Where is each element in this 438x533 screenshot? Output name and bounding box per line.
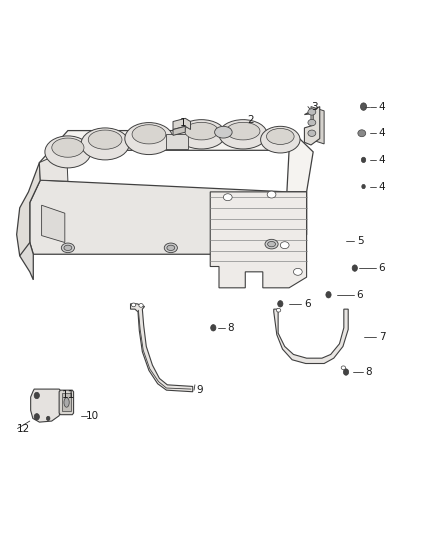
- Polygon shape: [20, 216, 33, 280]
- Ellipse shape: [219, 119, 267, 149]
- Ellipse shape: [226, 122, 260, 140]
- Ellipse shape: [223, 193, 232, 200]
- Circle shape: [34, 392, 39, 399]
- Ellipse shape: [308, 119, 316, 126]
- Polygon shape: [39, 131, 313, 192]
- Ellipse shape: [45, 136, 91, 168]
- Text: 11: 11: [62, 391, 75, 400]
- Text: 12: 12: [17, 424, 30, 433]
- Polygon shape: [62, 393, 71, 411]
- Ellipse shape: [267, 191, 276, 198]
- Ellipse shape: [139, 304, 143, 307]
- Polygon shape: [17, 163, 40, 256]
- Ellipse shape: [52, 138, 84, 157]
- Circle shape: [352, 265, 357, 271]
- Circle shape: [362, 184, 365, 189]
- Polygon shape: [311, 107, 324, 144]
- Ellipse shape: [61, 243, 74, 253]
- Circle shape: [360, 103, 367, 110]
- Polygon shape: [59, 390, 74, 415]
- Text: 3: 3: [311, 102, 318, 111]
- Text: 4: 4: [378, 182, 385, 191]
- Ellipse shape: [132, 125, 166, 144]
- Circle shape: [278, 301, 283, 307]
- Ellipse shape: [341, 366, 346, 370]
- Ellipse shape: [64, 245, 72, 251]
- Ellipse shape: [265, 239, 278, 249]
- Circle shape: [46, 416, 50, 421]
- Polygon shape: [31, 389, 61, 422]
- Polygon shape: [210, 192, 307, 288]
- Ellipse shape: [308, 130, 316, 136]
- Ellipse shape: [215, 126, 232, 138]
- Ellipse shape: [261, 126, 300, 153]
- Ellipse shape: [131, 303, 136, 307]
- Text: 6: 6: [357, 290, 364, 300]
- Ellipse shape: [185, 122, 218, 140]
- Text: 8: 8: [227, 323, 234, 333]
- Polygon shape: [42, 205, 65, 243]
- Ellipse shape: [308, 109, 316, 115]
- Text: 4: 4: [378, 102, 385, 111]
- Ellipse shape: [64, 398, 69, 407]
- Ellipse shape: [276, 308, 281, 312]
- Circle shape: [34, 414, 39, 420]
- Ellipse shape: [280, 242, 289, 248]
- Text: 4: 4: [378, 128, 385, 138]
- Text: 6: 6: [378, 263, 385, 273]
- Ellipse shape: [358, 130, 366, 136]
- Ellipse shape: [293, 269, 302, 275]
- Ellipse shape: [167, 245, 175, 251]
- Polygon shape: [30, 180, 307, 254]
- Circle shape: [326, 292, 331, 298]
- Text: 10: 10: [86, 411, 99, 421]
- Text: 2: 2: [247, 115, 254, 125]
- Ellipse shape: [125, 123, 173, 155]
- Circle shape: [211, 325, 216, 331]
- Ellipse shape: [268, 241, 276, 247]
- Ellipse shape: [164, 243, 177, 253]
- Circle shape: [361, 157, 366, 163]
- Polygon shape: [173, 118, 191, 130]
- Ellipse shape: [81, 128, 129, 160]
- Circle shape: [343, 369, 349, 375]
- Polygon shape: [166, 134, 188, 149]
- Polygon shape: [173, 126, 185, 135]
- Polygon shape: [304, 107, 320, 145]
- Text: 1: 1: [179, 118, 186, 127]
- Polygon shape: [39, 150, 68, 181]
- Text: 5: 5: [357, 236, 364, 246]
- Ellipse shape: [88, 130, 122, 149]
- Text: 8: 8: [365, 367, 372, 377]
- Text: 9: 9: [197, 385, 204, 395]
- Polygon shape: [131, 304, 193, 392]
- Ellipse shape: [266, 128, 294, 144]
- Ellipse shape: [177, 119, 226, 149]
- Text: 7: 7: [378, 332, 385, 342]
- Polygon shape: [274, 309, 348, 364]
- Text: 4: 4: [378, 155, 385, 165]
- Text: 6: 6: [304, 299, 311, 309]
